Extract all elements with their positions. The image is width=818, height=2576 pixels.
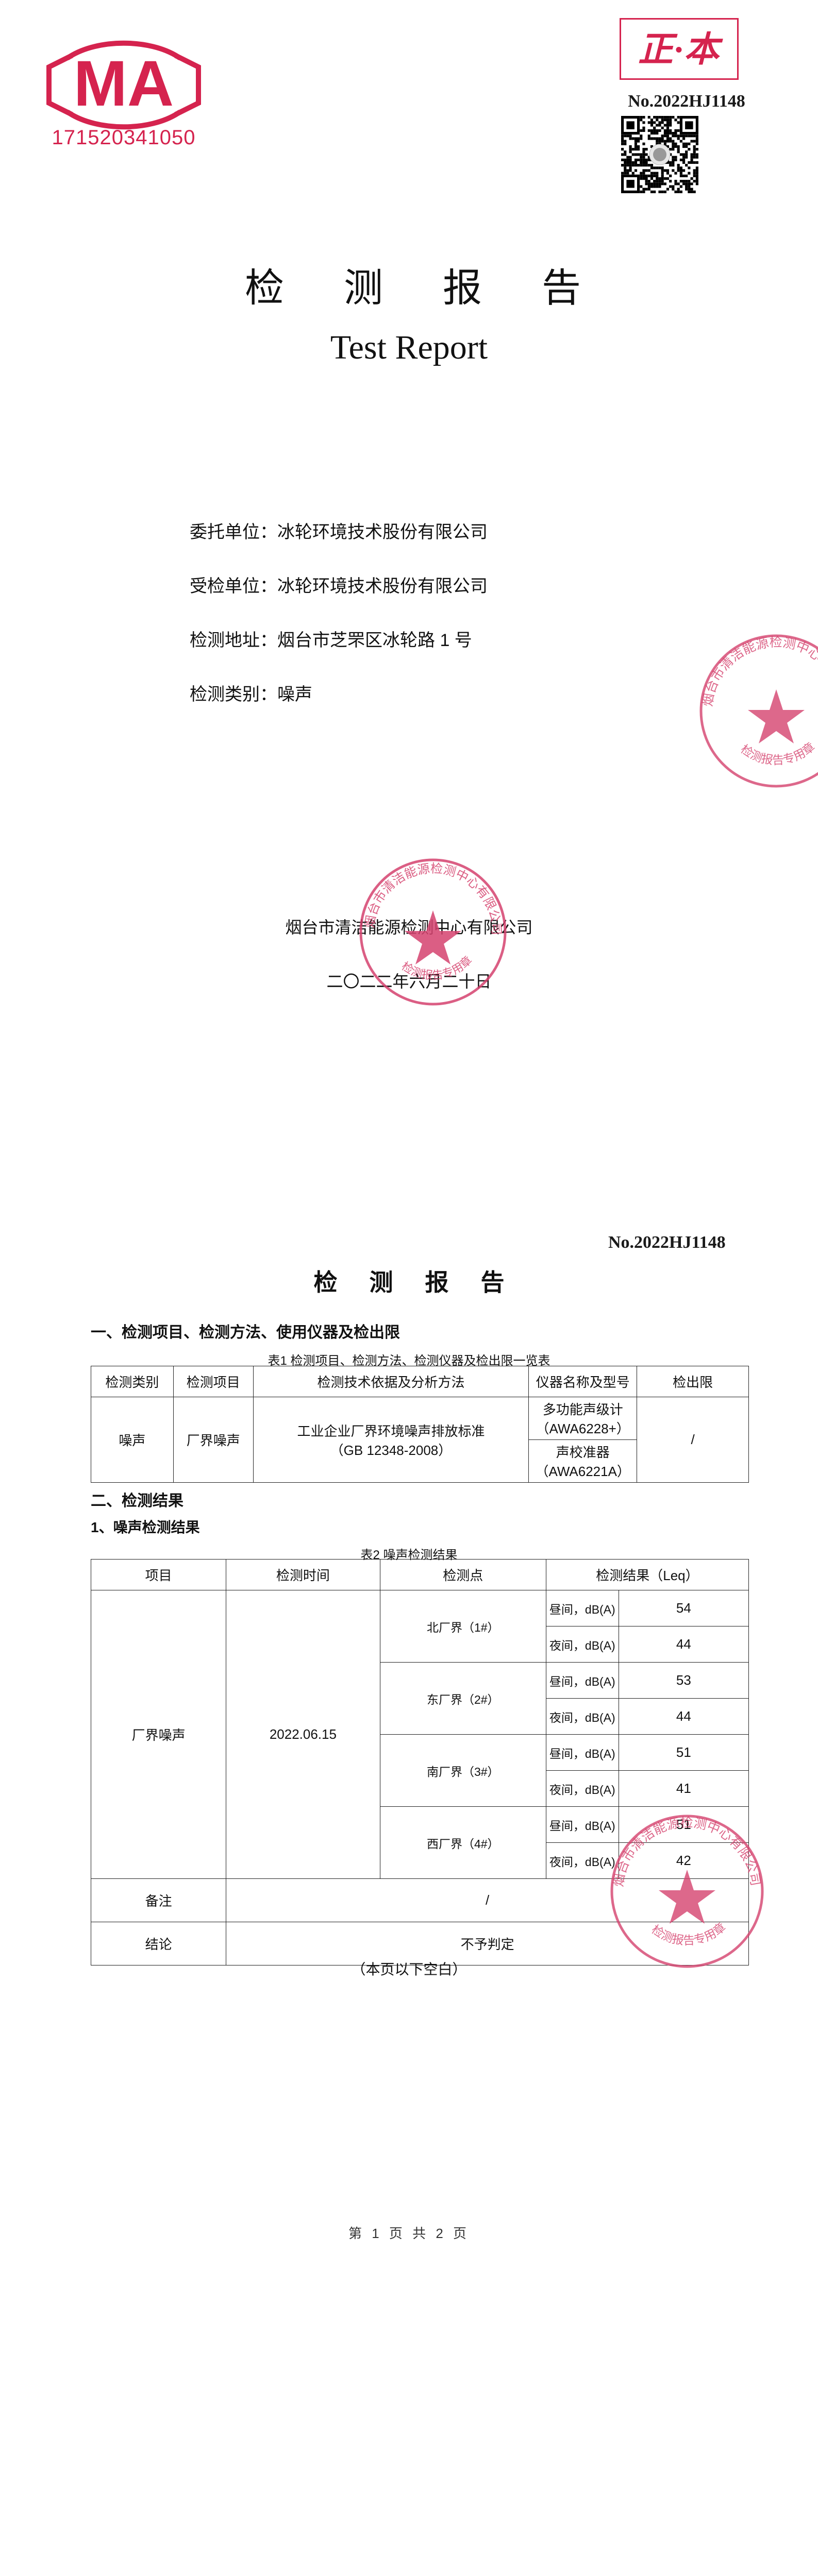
svg-text:烟台市清洁能源检测中心有限公司: 烟台市清洁能源检测中心有限公司	[700, 635, 818, 707]
svg-text:171520341050: 171520341050	[52, 126, 196, 149]
svg-text:MA: MA	[74, 48, 174, 120]
svg-text:检测报告专用章: 检测报告专用章	[649, 1920, 728, 1947]
svg-text:检测报告专用章: 检测报告专用章	[738, 740, 817, 767]
svg-text:检测报告专用章: 检测报告专用章	[399, 954, 475, 982]
